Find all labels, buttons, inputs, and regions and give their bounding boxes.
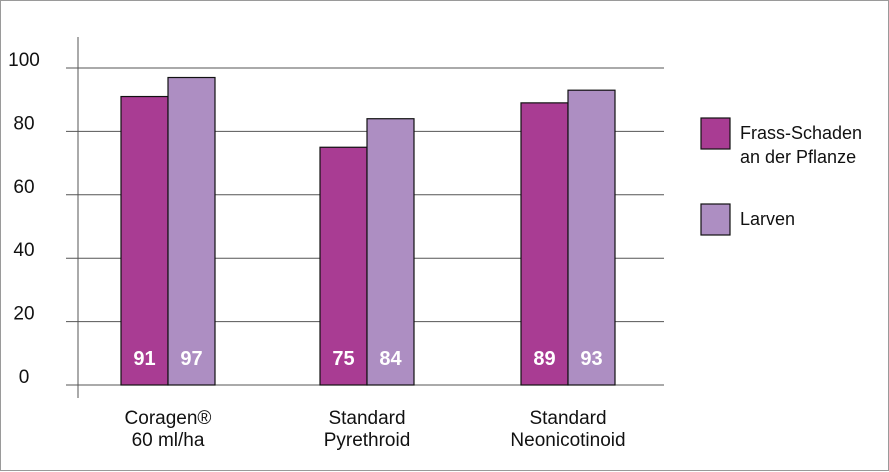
x-tick-label: 60 ml/ha (132, 430, 205, 451)
x-tick-label: Standard (529, 408, 606, 429)
data-label: 91 (133, 348, 155, 370)
x-tick-label: Neonicotinoid (510, 430, 625, 451)
y-tick-label: 60 (13, 177, 34, 198)
bar (567, 89, 616, 386)
x-tick-label: Standard (328, 408, 405, 429)
y-tick-label: 0 (19, 367, 30, 388)
data-label: 89 (533, 348, 555, 370)
legend-label: Frass-Schaden (740, 123, 862, 143)
bar (319, 146, 368, 386)
data-label: 97 (180, 348, 202, 370)
y-tick-label: 20 (13, 304, 34, 325)
x-tick-label: Coragen® (125, 408, 212, 429)
legend-swatch (700, 117, 731, 150)
bars: 91 97 75 84 89 93 (120, 76, 616, 386)
y-tick-label: 40 (13, 240, 34, 261)
legend-swatch (700, 203, 731, 236)
bar (120, 95, 169, 386)
bar (366, 118, 415, 386)
x-tick-label: Pyrethroid (324, 430, 411, 451)
y-axis: 0 20 40 60 80 100 (8, 37, 79, 398)
data-label: 84 (379, 348, 402, 370)
y-tick-label: 80 (13, 113, 34, 134)
x-axis-labels: Coragen®60 ml/haStandardPyrethroidStanda… (125, 408, 626, 451)
legend-label: an der Pflanze (740, 147, 856, 167)
legend-label: Larven (740, 209, 795, 229)
data-label: 93 (580, 348, 602, 370)
bar (520, 102, 569, 386)
legend: Frass-Schaden an der Pflanze Larven (700, 117, 862, 236)
y-tick-label: 100 (8, 50, 40, 71)
data-label: 75 (332, 348, 354, 370)
bar (167, 76, 216, 386)
